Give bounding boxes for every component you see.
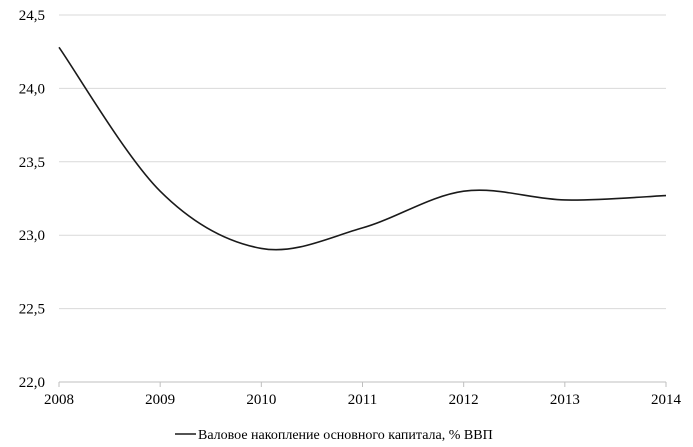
y-tick-label: 23,0 (19, 228, 45, 244)
y-tick-label: 22,5 (19, 302, 45, 318)
x-tick-label: 2010 (246, 392, 276, 408)
x-tick-label: 2011 (348, 392, 377, 408)
x-axis-ticks: 2008 2009 2010 2011 2012 2013 2014 (44, 392, 682, 408)
series-lines (58, 46, 667, 251)
series-line (58, 46, 667, 251)
y-tick-label: 22,0 (19, 375, 45, 391)
legend-label: Валовое накопление основного капитала, %… (198, 428, 493, 443)
x-tick-label: 2013 (550, 392, 580, 408)
x-tick-label: 2008 (44, 392, 74, 408)
y-tick-label: 23,5 (19, 155, 45, 171)
x-tick-label: 2014 (651, 392, 682, 408)
y-tick-label: 24,0 (19, 81, 45, 97)
legend: Валовое накопление основного капитала, %… (175, 428, 493, 443)
axes (58, 381, 667, 387)
grid-lines (59, 14, 666, 310)
x-tick-label: 2009 (145, 392, 175, 408)
y-axis-ticks: 22,0 22,5 23,0 23,5 24,0 24,5 (19, 8, 45, 391)
x-tick-label: 2012 (449, 392, 479, 408)
y-tick-label: 24,5 (19, 8, 45, 24)
